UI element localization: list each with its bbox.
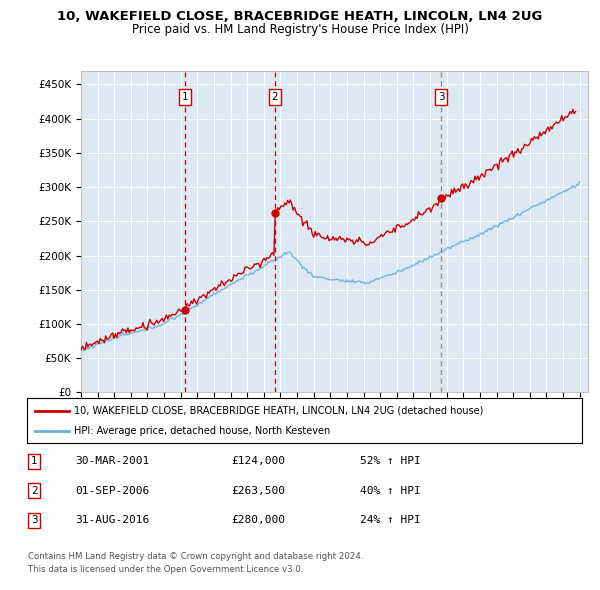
- Text: 1: 1: [182, 92, 188, 102]
- Text: 52% ↑ HPI: 52% ↑ HPI: [360, 457, 421, 466]
- Text: 31-AUG-2016: 31-AUG-2016: [75, 516, 149, 525]
- Text: Price paid vs. HM Land Registry's House Price Index (HPI): Price paid vs. HM Land Registry's House …: [131, 23, 469, 36]
- Text: £124,000: £124,000: [231, 457, 285, 466]
- Text: 2: 2: [31, 486, 38, 496]
- Text: 3: 3: [438, 92, 445, 102]
- Text: 40% ↑ HPI: 40% ↑ HPI: [360, 486, 421, 496]
- Text: 24% ↑ HPI: 24% ↑ HPI: [360, 516, 421, 525]
- Text: 01-SEP-2006: 01-SEP-2006: [75, 486, 149, 496]
- Text: 30-MAR-2001: 30-MAR-2001: [75, 457, 149, 466]
- Text: £263,500: £263,500: [231, 486, 285, 496]
- Text: 10, WAKEFIELD CLOSE, BRACEBRIDGE HEATH, LINCOLN, LN4 2UG: 10, WAKEFIELD CLOSE, BRACEBRIDGE HEATH, …: [58, 10, 542, 23]
- Text: 1: 1: [31, 457, 38, 466]
- Text: £280,000: £280,000: [231, 516, 285, 525]
- Text: 10, WAKEFIELD CLOSE, BRACEBRIDGE HEATH, LINCOLN, LN4 2UG (detached house): 10, WAKEFIELD CLOSE, BRACEBRIDGE HEATH, …: [74, 406, 484, 415]
- Text: HPI: Average price, detached house, North Kesteven: HPI: Average price, detached house, Nort…: [74, 427, 331, 437]
- Text: 3: 3: [31, 516, 38, 525]
- Text: Contains HM Land Registry data © Crown copyright and database right 2024.: Contains HM Land Registry data © Crown c…: [28, 552, 364, 561]
- Text: This data is licensed under the Open Government Licence v3.0.: This data is licensed under the Open Gov…: [28, 565, 304, 574]
- Text: 2: 2: [272, 92, 278, 102]
